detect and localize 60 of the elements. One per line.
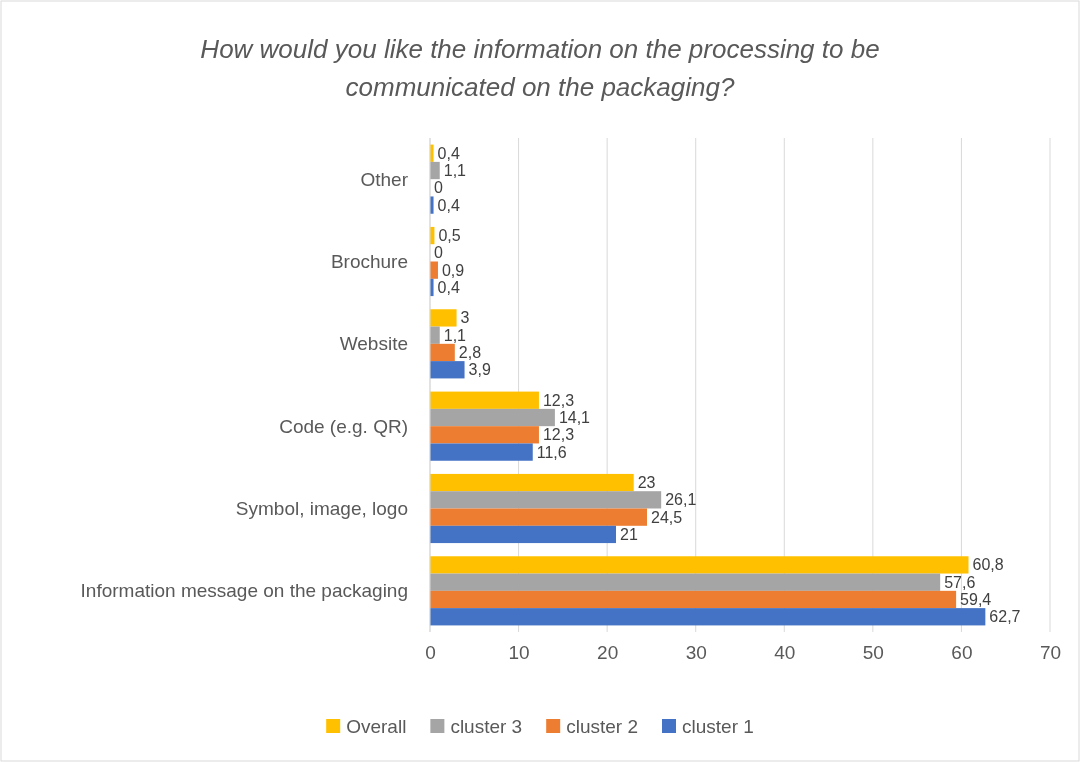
data-label: 2,8	[458, 344, 482, 362]
data-label: 3,9	[468, 361, 491, 379]
data-label: 1,1	[443, 326, 467, 344]
x-tick-label: 60	[951, 642, 973, 664]
x-tick-label: 20	[597, 642, 619, 664]
data-label: 24,5	[651, 508, 683, 526]
bar	[430, 525, 616, 544]
y-tick-label: Code (e.g. QR)	[279, 415, 408, 437]
y-tick-label: Brochure	[330, 251, 408, 273]
data-label: 60,8	[972, 556, 1004, 574]
x-tick-label: 40	[774, 642, 796, 664]
bar	[430, 608, 986, 626]
x-tick-label: 0	[425, 642, 436, 664]
legend-label: cluster 1	[682, 715, 754, 737]
data-label: 23	[637, 474, 656, 492]
data-label: 62,7	[989, 608, 1021, 626]
data-label: 0,9	[441, 261, 465, 279]
bar	[430, 443, 533, 461]
data-label: 21	[620, 526, 638, 544]
data-label: 12,3	[542, 391, 575, 409]
y-tick-label: Information message on the packaging	[80, 580, 408, 602]
data-label: 0	[434, 179, 443, 197]
y-tick-label: Website	[339, 333, 408, 355]
bar	[430, 343, 455, 362]
bar	[430, 590, 957, 609]
bar	[430, 326, 440, 344]
legend-label: Overall	[346, 715, 407, 737]
y-tick-label: Other	[360, 168, 409, 190]
data-label: 0,4	[437, 196, 460, 214]
legend-label: cluster 2	[566, 715, 638, 737]
x-tick-label: 50	[862, 642, 884, 664]
data-label: 12,3	[542, 426, 575, 444]
data-label: 11,6	[536, 443, 567, 461]
x-tick-label: 70	[1039, 642, 1062, 664]
bar	[430, 309, 457, 327]
bar	[430, 491, 662, 509]
bar	[430, 426, 539, 444]
data-label: 0	[434, 244, 443, 262]
x-tick-label: 30	[685, 642, 707, 664]
legend-label: cluster 3	[450, 715, 523, 737]
bar	[430, 508, 647, 526]
data-label: 14,1	[558, 409, 591, 427]
bar	[430, 473, 634, 492]
data-label: 57,6	[944, 573, 976, 591]
bar	[430, 161, 440, 180]
bar	[430, 573, 941, 591]
data-label: 26,1	[665, 491, 697, 509]
bar	[430, 408, 555, 427]
bar	[430, 391, 539, 409]
data-label: 0,4	[437, 144, 460, 162]
data-label: 1,1	[443, 162, 467, 180]
x-tick-label: 10	[508, 642, 530, 664]
chart-title: How would you like the information on the processing to be communicated on the packaging?	[200, 34, 880, 102]
y-tick-label: Symbol, image, logo	[235, 498, 408, 520]
data-label: 0,4	[437, 279, 460, 297]
data-label: 0,5	[438, 227, 461, 245]
data-label: 3	[460, 309, 470, 327]
bar	[430, 556, 969, 574]
bar	[430, 361, 465, 379]
data-label: 59,4	[960, 591, 992, 609]
